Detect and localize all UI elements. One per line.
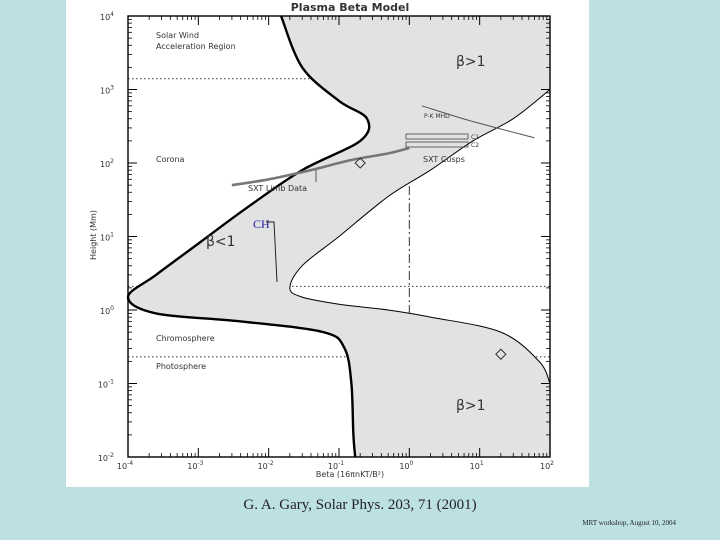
- y-tick-label: 104: [100, 11, 114, 22]
- x-tick-label: 101: [470, 460, 484, 471]
- x-tick-label: 10-1: [328, 460, 344, 471]
- beta-gt1-top: β>1: [456, 54, 486, 70]
- x-tick-label: 102: [540, 460, 554, 471]
- y-tick-label: 101: [100, 232, 114, 243]
- label-solar-wind: Solar Wind: [156, 31, 199, 40]
- figure-caption: G. A. Gary, Solar Phys. 203, 71 (2001): [243, 497, 477, 513]
- sxt-cusps-label: SXT Cusps: [423, 155, 465, 164]
- c2-box: [405, 141, 469, 148]
- y-tick-label: 10-2: [98, 452, 114, 463]
- diamond-marker-1: [495, 348, 507, 360]
- x-axis-label: Beta (16πnKT/B²): [316, 470, 384, 479]
- plasma-beta-chart: 10-4 10-3 10-2 10-1 100 101 102 10-2 10-1 100 101 1…: [89, 1, 554, 479]
- y-tick-label: 100: [100, 305, 114, 316]
- y-axis-label: Height (Mm): [89, 210, 98, 260]
- right-boundary-line: [289, 89, 551, 384]
- sxt-limb-data-line: [231, 146, 410, 187]
- c1-box: [405, 133, 469, 140]
- label-chromosphere: Chromosphere: [156, 334, 215, 343]
- x-tick-label: 10-3: [187, 460, 203, 471]
- ch-leader: [266, 221, 278, 283]
- label-photosphere: Photosphere: [156, 362, 206, 371]
- footer-note: MRT workshop, August 10, 2004: [582, 519, 676, 527]
- left-boundary-line: [126, 15, 371, 458]
- c2-label: C2: [471, 142, 479, 149]
- ch-label: CH: [253, 217, 270, 231]
- beta-gt1-bottom: β>1: [456, 398, 486, 414]
- y-tick-label: 103: [100, 85, 114, 96]
- pk-mhd-line: [421, 105, 535, 139]
- x-tick-label: 10-2: [258, 460, 274, 471]
- beta-lt1: β<1: [206, 234, 236, 250]
- pk-mhd-label: P-K MHD: [424, 113, 450, 120]
- diamond-marker-0: [354, 157, 366, 169]
- label-corona: Corona: [156, 155, 185, 164]
- plasma-beta-figure: 10-4 10-3 10-2 10-1 100 101 102 10-2 10-1 100 101 1…: [66, 0, 589, 487]
- y-tick-label: 10-1: [98, 379, 114, 390]
- y-tick-label: 102: [100, 158, 114, 169]
- label-acceleration-region: Acceleration Region: [156, 42, 236, 51]
- x-tick-label: 10-4: [117, 460, 133, 471]
- c1-label: C1: [471, 134, 479, 141]
- chart-title: Plasma Beta Model: [291, 1, 409, 14]
- sxt-limb-label: SXT Limb Data: [248, 184, 307, 193]
- x-tick-label: 100: [399, 460, 413, 471]
